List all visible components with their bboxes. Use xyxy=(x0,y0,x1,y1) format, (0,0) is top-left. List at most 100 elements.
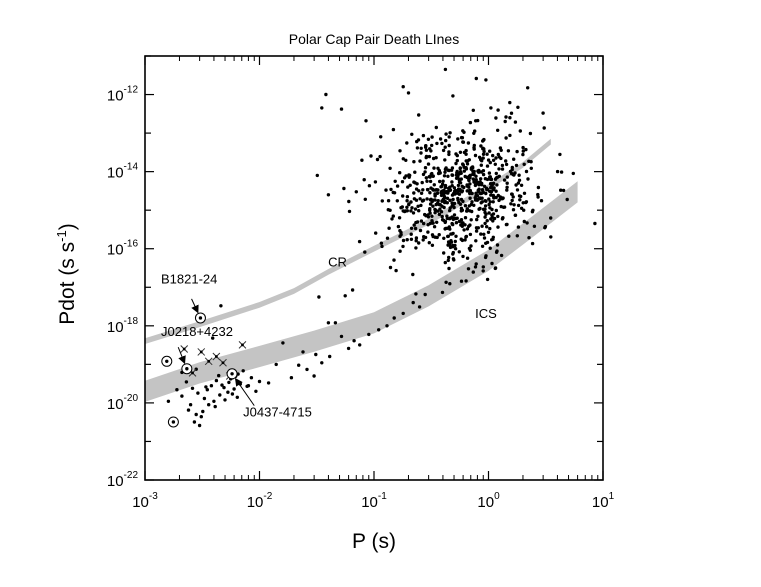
pulsar-point xyxy=(473,153,478,158)
pulsar-point xyxy=(499,253,504,258)
pulsar-point xyxy=(409,226,414,230)
pulsar-point xyxy=(511,172,515,177)
starred-pulsar xyxy=(180,345,189,353)
starred-pulsar xyxy=(204,357,213,366)
msp-point xyxy=(184,380,189,384)
pulsar-point xyxy=(448,188,453,192)
pulsar-point xyxy=(474,239,478,243)
pulsar-point xyxy=(449,239,453,243)
pulsar-point xyxy=(514,163,519,168)
pulsar-point xyxy=(484,254,488,258)
pulsar-point xyxy=(429,149,433,153)
pulsar-point xyxy=(414,220,418,225)
pulsar-arrow-j0218-4232 xyxy=(177,346,186,365)
pulsar-point xyxy=(401,244,405,249)
pulsar-point xyxy=(434,156,438,160)
pulsar-point xyxy=(483,215,487,219)
msp-point xyxy=(196,391,200,395)
death-line-label-cr: CR xyxy=(328,254,347,269)
y-tick-label: 10-18 xyxy=(107,316,139,336)
pulsar-point xyxy=(440,199,444,203)
pulsar-point xyxy=(423,145,428,149)
pulsar-point xyxy=(430,143,434,148)
pulsar-point xyxy=(425,197,429,201)
pulsar-point xyxy=(397,216,402,220)
pulsar-point xyxy=(354,190,358,194)
pulsar-point xyxy=(415,146,420,150)
pulsar-point xyxy=(390,217,394,221)
pulsar-point xyxy=(463,204,468,208)
pulsar-point xyxy=(416,204,420,208)
pulsar-point xyxy=(443,145,447,149)
pulsar-point xyxy=(378,154,382,159)
msp-point xyxy=(197,423,202,428)
pulsar-point xyxy=(522,162,526,166)
y-tick-label: 10-20 xyxy=(107,393,139,413)
pulsar-point xyxy=(522,208,526,212)
msp-point xyxy=(175,388,179,392)
pulsar-point xyxy=(505,185,509,189)
pulsar-point xyxy=(517,178,522,182)
msp-point xyxy=(217,373,221,378)
pulsar-point xyxy=(511,208,516,212)
pulsar-point xyxy=(555,169,560,174)
pulsar-point xyxy=(471,108,475,113)
pulsar-point xyxy=(549,216,553,220)
pulsar-point xyxy=(424,154,429,159)
pulsar-point xyxy=(519,183,524,187)
pulsar-point xyxy=(512,203,516,207)
msp-point xyxy=(423,292,427,297)
pulsar-point xyxy=(380,244,384,249)
pulsar-point xyxy=(385,236,390,240)
y-tick-base: 10 xyxy=(107,473,124,490)
pulsar-point xyxy=(375,157,380,162)
pulsar-point xyxy=(519,194,523,199)
msp-point xyxy=(333,321,338,325)
pulsar-point xyxy=(468,223,472,227)
pulsar-point xyxy=(419,151,423,155)
msp-point xyxy=(297,363,301,367)
pulsar-point xyxy=(405,238,409,242)
pulsar-point xyxy=(493,162,497,166)
y-tick-exp: -20 xyxy=(124,393,139,404)
pulsar-point xyxy=(476,226,480,230)
pulsar-point xyxy=(339,107,344,111)
death-line-band-ics xyxy=(145,181,578,402)
pulsar-point xyxy=(468,120,473,125)
pulsar-point xyxy=(470,191,474,196)
pulsar-point xyxy=(494,171,498,176)
msp-point xyxy=(367,332,371,337)
msp-point xyxy=(227,380,231,385)
pulsar-point xyxy=(443,227,447,231)
pulsar-point xyxy=(442,174,447,178)
pulsar-point xyxy=(450,173,454,177)
pulsar-point xyxy=(516,105,520,110)
pulsar-point xyxy=(467,246,472,251)
pulsar-point xyxy=(469,167,473,171)
pulsar-point xyxy=(436,171,441,176)
pulsar-point xyxy=(432,225,437,229)
pulsar-point xyxy=(405,141,409,145)
pulsar-point xyxy=(459,237,463,241)
pulsar-point xyxy=(451,243,455,248)
pulsar-point xyxy=(461,162,465,166)
pulsar-point xyxy=(408,183,412,187)
pulsar-point xyxy=(485,225,489,229)
pulsar-point xyxy=(427,154,432,159)
pulsar-point xyxy=(531,208,535,212)
msp-point xyxy=(352,339,356,343)
pulsar-point xyxy=(454,234,458,238)
y-axis-title: Pdot (s s-1) xyxy=(54,223,79,324)
pulsar-point xyxy=(466,141,471,145)
circled-pulsar xyxy=(226,368,238,380)
pulsar-point xyxy=(527,236,531,240)
y-axis-title-main: Pdot (s s xyxy=(56,242,79,325)
pulsar-point xyxy=(448,282,452,286)
pulsar-point xyxy=(494,156,498,160)
msp-point xyxy=(219,304,223,308)
x-tick-exp: -2 xyxy=(263,491,272,502)
pulsar-point xyxy=(409,232,413,236)
msp-point xyxy=(281,341,285,345)
pulsar-point xyxy=(430,243,435,247)
pulsar-point xyxy=(461,140,466,144)
